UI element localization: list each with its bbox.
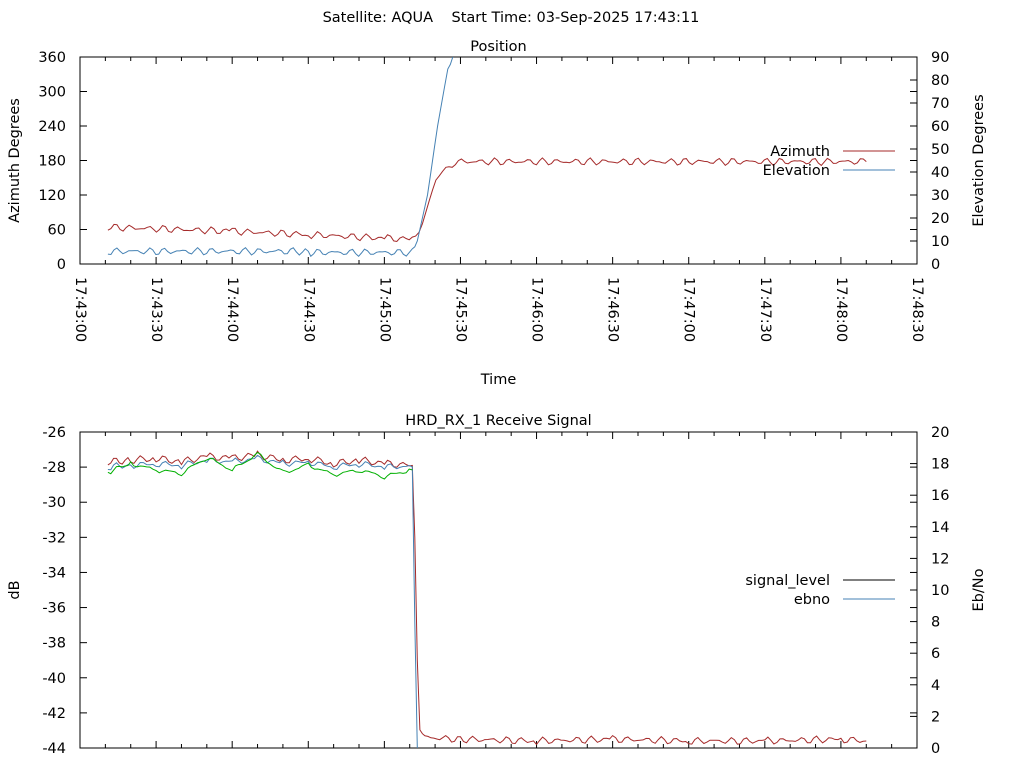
y-axis-label: dB xyxy=(7,580,23,599)
y-tick-label: -44 xyxy=(42,741,66,757)
y2-tick-label: 14 xyxy=(931,520,949,536)
series-line-signal_level xyxy=(107,450,867,746)
y-tick-label: 240 xyxy=(38,119,66,135)
x-tick-label: 17:43:00 xyxy=(72,277,88,342)
y-tick-label: 120 xyxy=(38,188,66,204)
y2-tick-label: 10 xyxy=(931,234,949,250)
y2-tick-label: 90 xyxy=(931,50,949,66)
series-line-elevation xyxy=(107,56,454,258)
receive-signal-chart: HRD_RX_1 Receive Signal -26 -28 -30 -32 -34 -3… xyxy=(7,413,987,757)
page-title: Satellite: AQUA Start Time: 03-Sep-2025 … xyxy=(323,10,700,26)
y2-tick-label: 20 xyxy=(931,211,949,227)
legend-label: Elevation xyxy=(763,163,830,179)
y2-tick-label: 20 xyxy=(931,425,949,441)
series-line-ebno xyxy=(107,454,418,749)
x-tick-label: 17:44:30 xyxy=(300,277,316,342)
y-tick-label: -36 xyxy=(42,601,66,617)
y2-tick-label: 8 xyxy=(931,615,940,631)
position-chart: Position 0 60 120 180 240 300 360 0 10 20 30 40 50 60 7… xyxy=(7,39,987,388)
y2-tick-label: 18 xyxy=(931,457,949,473)
x-tick-label: 17:47:30 xyxy=(757,277,773,342)
x-tick-label: 17:46:30 xyxy=(605,277,621,342)
y-tick-label: 300 xyxy=(38,85,66,101)
y-tick-label: -32 xyxy=(42,530,66,546)
y-tick-label: 60 xyxy=(48,223,66,239)
y-tick-label: -38 xyxy=(42,636,66,652)
x-tick-label: 17:45:30 xyxy=(452,277,468,342)
y-tick-label: 0 xyxy=(57,257,66,273)
y-tick-label: -34 xyxy=(42,565,66,581)
y-tick-label: 360 xyxy=(38,50,66,66)
y2-tick-label: 30 xyxy=(931,188,949,204)
y2-tick-label: 70 xyxy=(931,96,949,112)
x-tick-label: 17:43:30 xyxy=(148,277,164,342)
y2-tick-label: 10 xyxy=(931,583,949,599)
y2-tick-label: 2 xyxy=(931,709,940,725)
series-line-unlabeled xyxy=(107,451,413,480)
x-tick-label: 17:44:00 xyxy=(224,277,240,342)
legend-label: signal_level xyxy=(745,573,830,589)
y2-tick-label: 80 xyxy=(931,73,949,89)
legend-label: ebno xyxy=(794,592,830,608)
y2-tick-label: 12 xyxy=(931,551,949,567)
y2-tick-label: 4 xyxy=(931,678,940,694)
y2-axis-label: Elevation Degrees xyxy=(971,94,987,226)
y-tick-label: -42 xyxy=(42,706,66,722)
x-tick-label: 17:45:00 xyxy=(376,277,392,342)
y-tick-label: -28 xyxy=(42,460,66,476)
y-tick-label: -40 xyxy=(42,671,66,687)
y2-axis-label: Eb/No xyxy=(971,568,987,611)
legend-label: Azimuth xyxy=(770,144,830,160)
x-tick-label: 17:46:00 xyxy=(529,277,545,342)
y-tick-label: -30 xyxy=(42,495,66,511)
x-tick-label: 17:48:00 xyxy=(833,277,849,342)
chart-title: HRD_RX_1 Receive Signal xyxy=(405,413,591,429)
x-axis-label: Time xyxy=(480,372,517,388)
x-tick-label: 17:48:30 xyxy=(909,277,925,342)
y-tick-label: -26 xyxy=(42,425,66,441)
y2-tick-label: 60 xyxy=(931,119,949,135)
plot-frame xyxy=(79,431,918,749)
y-tick-label: 180 xyxy=(38,154,66,170)
y2-tick-label: 16 xyxy=(931,488,949,504)
series-line-azimuth xyxy=(107,157,867,243)
y-axis-label: Azimuth Degrees xyxy=(7,98,23,223)
chart-title: Position xyxy=(470,39,526,55)
y2-tick-label: 6 xyxy=(931,646,940,662)
y2-tick-label: 50 xyxy=(931,142,949,158)
y2-tick-label: 40 xyxy=(931,165,949,181)
y2-tick-label: 0 xyxy=(931,741,940,757)
y2-tick-label: 0 xyxy=(931,257,940,273)
x-tick-label: 17:47:00 xyxy=(681,277,697,342)
